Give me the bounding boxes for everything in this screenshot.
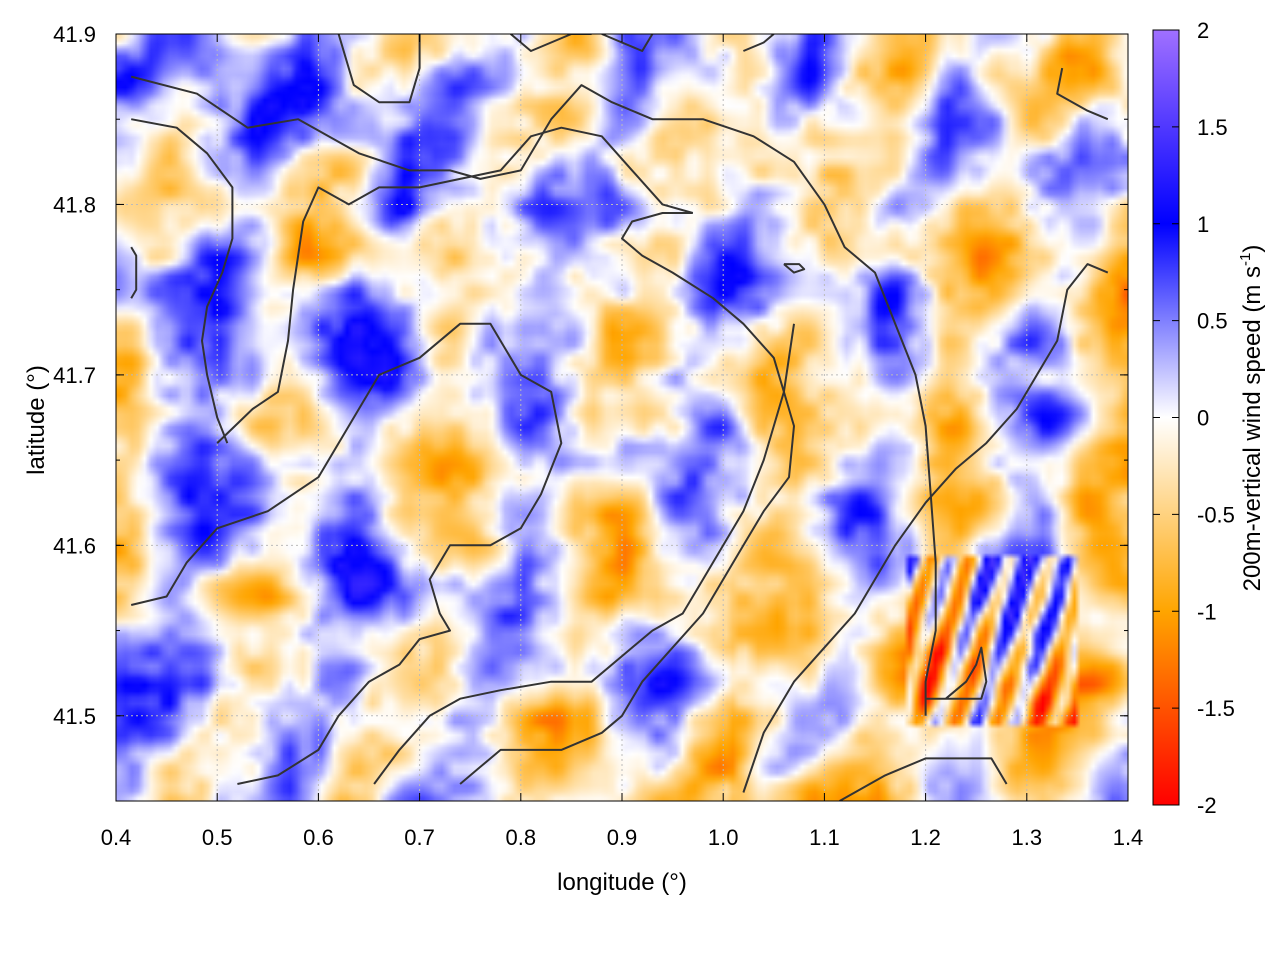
- contour-line-8: [839, 757, 1008, 801]
- x-tick-label: 1.2: [910, 825, 941, 850]
- colorbar-tick-label: -0.5: [1197, 502, 1235, 527]
- colorbar-tick-label: -1.5: [1197, 696, 1235, 721]
- contour-line-10: [783, 263, 806, 274]
- contour-line-9: [925, 646, 988, 700]
- colorbar-label-superscript: -1: [1237, 253, 1254, 266]
- colorbar-label-main: 200m-vertical wind speed (m s: [1239, 266, 1266, 591]
- y-axis-ticks: 41.5 41.6 41.7 41.8 41.9: [53, 22, 1128, 802]
- x-axis-ticks: 0.4 0.5 0.6 0.7 0.8 0.9 1.0 1.1 1.2 1.3 1.4: [101, 34, 1144, 850]
- y-tick-label: 41.8: [53, 192, 96, 217]
- colorbar-tick-label: 1.5: [1197, 115, 1228, 140]
- y-tick-label: 41.9: [53, 22, 96, 47]
- contour-lines: [130, 34, 1109, 801]
- y-axis-label: latitude (°): [23, 365, 50, 475]
- contour-line-13: [601, 34, 654, 52]
- y-tick-label: 41.5: [53, 704, 96, 729]
- x-tick-label: 1.3: [1012, 825, 1043, 850]
- colorbar-tick-label: 0: [1197, 406, 1209, 431]
- x-axis-label: longitude (°): [557, 869, 687, 896]
- x-tick-label: 1.4: [1113, 825, 1144, 850]
- colorbar-tick-label: 0.5: [1197, 309, 1228, 334]
- colorbar-ticks: 2 1.5 1 0.5 0 -0.5 -1 -1.5 -2: [1153, 18, 1235, 818]
- colorbar-tick-label: 1: [1197, 212, 1209, 237]
- y-tick-label: 41.6: [53, 533, 96, 558]
- x-tick-label: 0.5: [202, 825, 233, 850]
- colorbar-label-end: ): [1239, 245, 1266, 253]
- contour-line-5: [373, 323, 795, 785]
- x-tick-label: 0.7: [404, 825, 435, 850]
- contour-line-4: [130, 322, 563, 785]
- heatmap-field: [116, 34, 1128, 801]
- plot-area: 0.4 0.5 0.6 0.7 0.8 0.9 1.0 1.1 1.2 1.3 1.4 41.541…: [23, 22, 1143, 896]
- contour-line-12: [510, 34, 592, 52]
- colorbar-tick-label: -1: [1197, 599, 1217, 624]
- contour-line-15: [130, 246, 138, 299]
- x-tick-label: 0.6: [303, 825, 334, 850]
- colorbar-tick-label: -2: [1197, 793, 1217, 818]
- x-tick-label: 0.9: [607, 825, 638, 850]
- contour-line-6: [742, 263, 1109, 793]
- y-tick-label: 41.7: [53, 363, 96, 388]
- contour-line-2: [216, 126, 694, 444]
- contour-line-0: [130, 75, 937, 716]
- contour-line-14: [743, 34, 775, 52]
- colorbar-tick-label: 2: [1197, 18, 1209, 43]
- x-tick-label: 1.1: [809, 825, 840, 850]
- contour-line-1: [131, 118, 234, 444]
- x-tick-label: 1.0: [708, 825, 739, 850]
- contour-line-3: [459, 212, 795, 785]
- contour-line-7: [1056, 67, 1109, 121]
- colorbar-label: 200m-vertical wind speed (m s-1): [1237, 245, 1266, 592]
- x-tick-label: 0.4: [101, 825, 132, 850]
- x-tick-label: 0.8: [506, 825, 537, 850]
- contour-line-11: [337, 34, 421, 104]
- colorbar: 2 1.5 1 0.5 0 -0.5 -1 -1.5 -2 200m-vertical wind…: [1152, 18, 1266, 818]
